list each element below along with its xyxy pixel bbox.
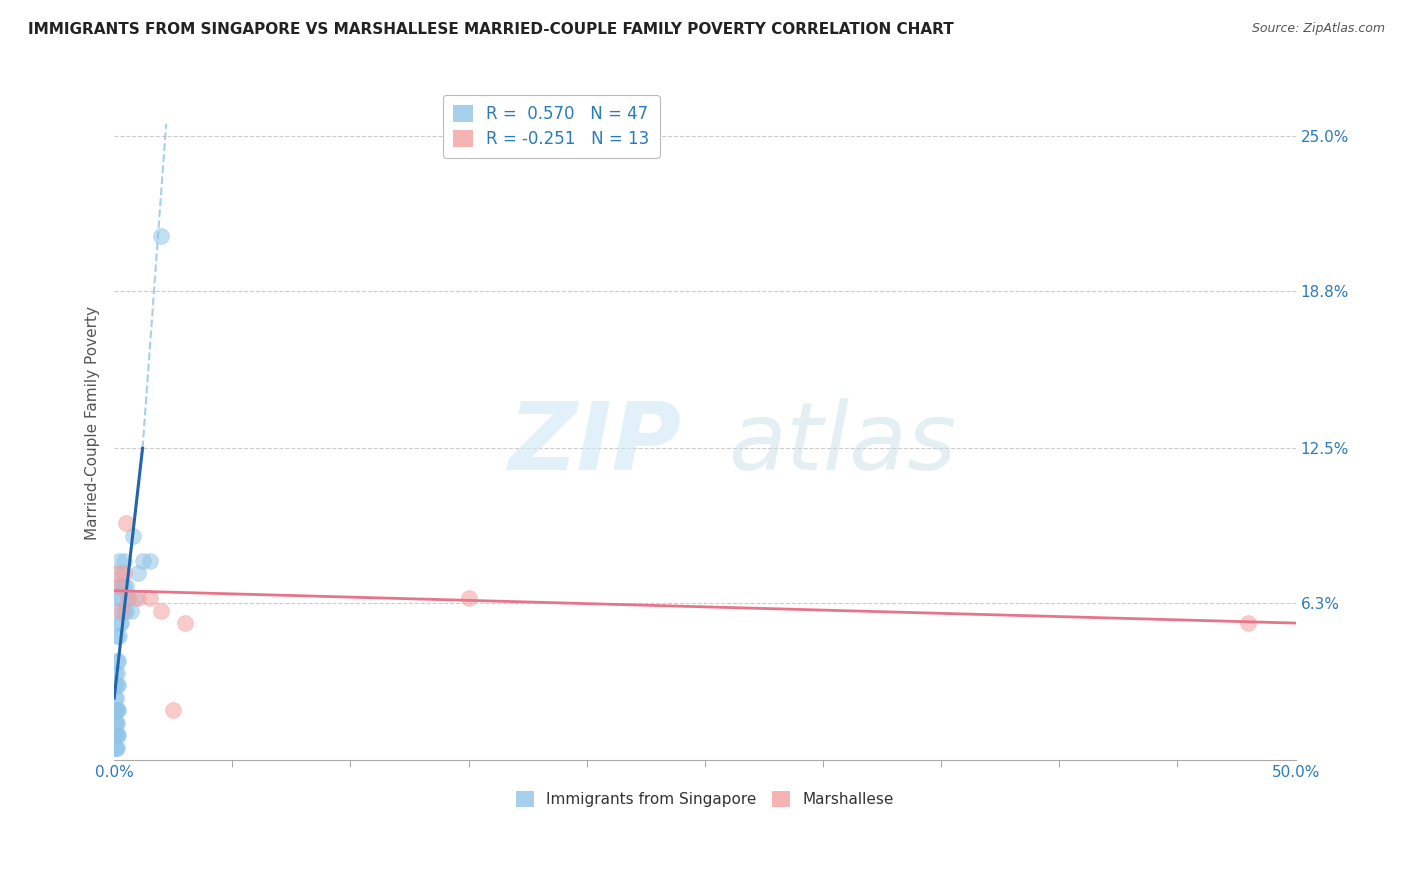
Point: [105, 703, 128, 717]
Point: [138, 591, 160, 606]
Point: [110, 566, 132, 581]
Point: [117, 591, 139, 606]
Point: [124, 591, 146, 606]
Point: [108, 579, 131, 593]
Text: atlas: atlas: [728, 398, 956, 489]
Point: [162, 703, 184, 717]
Point: [110, 604, 132, 618]
Point: [105, 740, 128, 755]
Point: [105, 703, 128, 717]
Point: [150, 604, 173, 618]
Point: [108, 579, 131, 593]
Point: [115, 604, 138, 618]
Point: [115, 579, 138, 593]
Point: [105, 665, 128, 680]
Point: [457, 591, 479, 606]
Point: [107, 678, 129, 692]
Point: [105, 678, 128, 692]
Point: [110, 616, 132, 631]
Point: [104, 678, 127, 692]
Point: [112, 579, 135, 593]
Point: [174, 616, 197, 631]
Legend: Immigrants from Singapore, Marshallese: Immigrants from Singapore, Marshallese: [510, 785, 900, 814]
Point: [105, 728, 128, 742]
Point: [105, 740, 128, 755]
Point: [117, 591, 139, 606]
Point: [108, 554, 131, 568]
Point: [105, 728, 128, 742]
Point: [104, 690, 127, 705]
Point: [110, 591, 132, 606]
Point: [127, 591, 149, 606]
Text: IMMIGRANTS FROM SINGAPORE VS MARSHALLESE MARRIED-COUPLE FAMILY POVERTY CORRELATI: IMMIGRANTS FROM SINGAPORE VS MARSHALLESE…: [28, 22, 953, 37]
Point: [108, 629, 131, 643]
Point: [108, 579, 131, 593]
Point: [112, 604, 135, 618]
Point: [105, 566, 128, 581]
Point: [104, 665, 127, 680]
Point: [138, 554, 160, 568]
Point: [127, 566, 149, 581]
Point: [104, 728, 127, 742]
Point: [1237, 616, 1260, 631]
Point: [115, 516, 138, 531]
Point: [105, 690, 128, 705]
Point: [105, 715, 128, 730]
Point: [105, 715, 128, 730]
Point: [105, 629, 128, 643]
Point: [107, 728, 129, 742]
Point: [120, 604, 142, 618]
Point: [108, 591, 131, 606]
Point: [104, 740, 127, 755]
Point: [107, 654, 129, 668]
Text: ZIP: ZIP: [509, 398, 682, 490]
Point: [112, 554, 135, 568]
Point: [104, 715, 127, 730]
Point: [108, 604, 131, 618]
Point: [112, 566, 135, 581]
Y-axis label: Married-Couple Family Poverty: Married-Couple Family Poverty: [86, 306, 100, 541]
Point: [131, 554, 153, 568]
Text: Source: ZipAtlas.com: Source: ZipAtlas.com: [1251, 22, 1385, 36]
Point: [150, 229, 173, 244]
Point: [104, 703, 127, 717]
Point: [105, 654, 128, 668]
Point: [122, 529, 145, 543]
Point: [108, 616, 131, 631]
Point: [107, 703, 129, 717]
